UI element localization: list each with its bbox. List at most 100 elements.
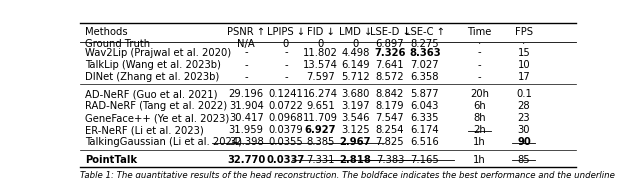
Text: 85: 85: [518, 155, 530, 165]
Text: Wav2Lip (Prajwal et al. 2020): Wav2Lip (Prajwal et al. 2020): [85, 48, 231, 58]
Text: -: -: [477, 60, 481, 70]
Text: 0.0968: 0.0968: [268, 113, 303, 123]
Text: 90: 90: [517, 137, 531, 147]
Text: 32.770: 32.770: [227, 155, 266, 165]
Text: 17: 17: [518, 72, 531, 82]
Text: 0: 0: [352, 39, 358, 49]
Text: 4.498: 4.498: [341, 48, 369, 58]
Text: Table 1: The quantitative results of the head reconstruction. The boldface indic: Table 1: The quantitative results of the…: [80, 171, 615, 178]
Text: PSNR ↑: PSNR ↑: [227, 27, 265, 37]
Text: 8.363: 8.363: [409, 48, 440, 58]
Text: 30.417: 30.417: [228, 113, 264, 123]
Text: FID ↓: FID ↓: [307, 27, 335, 37]
Text: 7.383: 7.383: [376, 155, 404, 165]
Text: 0.0379: 0.0379: [268, 125, 303, 135]
Text: 30: 30: [518, 125, 530, 135]
Text: 8.385: 8.385: [307, 137, 335, 147]
Text: 8.254: 8.254: [376, 125, 404, 135]
Text: ·: ·: [477, 39, 481, 49]
Text: 7.165: 7.165: [410, 155, 439, 165]
Text: 6.927: 6.927: [305, 125, 336, 135]
Text: 3.197: 3.197: [341, 101, 369, 111]
Text: 8.275: 8.275: [410, 39, 439, 49]
Text: 1h: 1h: [473, 155, 486, 165]
Text: GeneFace++ (Ye et al. 2023): GeneFace++ (Ye et al. 2023): [85, 113, 229, 123]
Text: 29.196: 29.196: [228, 89, 264, 99]
Text: TalkingGaussian (Li et al. 2024): TalkingGaussian (Li et al. 2024): [85, 137, 242, 147]
Text: RAD-NeRF (Tang et al. 2022): RAD-NeRF (Tang et al. 2022): [85, 101, 227, 111]
Text: 7.597: 7.597: [306, 72, 335, 82]
Text: 11.709: 11.709: [303, 113, 338, 123]
Text: 6.149: 6.149: [341, 60, 369, 70]
Text: 8h: 8h: [473, 113, 486, 123]
Text: LSE-D ↓: LSE-D ↓: [369, 27, 410, 37]
Text: 7.027: 7.027: [410, 60, 439, 70]
Text: 5.877: 5.877: [410, 89, 439, 99]
Text: 6.358: 6.358: [410, 72, 439, 82]
Text: 7.825: 7.825: [376, 137, 404, 147]
Text: -: -: [244, 48, 248, 58]
Text: 6.174: 6.174: [410, 125, 439, 135]
Text: 5.712: 5.712: [341, 72, 370, 82]
Text: -: -: [477, 72, 481, 82]
Text: 6.516: 6.516: [410, 137, 439, 147]
Text: 0: 0: [317, 39, 324, 49]
Text: 32.398: 32.398: [228, 137, 264, 147]
Text: Time: Time: [467, 27, 492, 37]
Text: 6.897: 6.897: [376, 39, 404, 49]
Text: 2h: 2h: [473, 125, 486, 135]
Text: 7.547: 7.547: [376, 113, 404, 123]
Text: AD-NeRF (Guo et al. 2021): AD-NeRF (Guo et al. 2021): [85, 89, 218, 99]
Text: 31.904: 31.904: [228, 101, 264, 111]
Text: 0.0355: 0.0355: [268, 137, 303, 147]
Text: PointTalk: PointTalk: [85, 155, 137, 165]
Text: 8.572: 8.572: [376, 72, 404, 82]
Text: 0.1: 0.1: [516, 89, 532, 99]
Text: 2.967: 2.967: [340, 137, 371, 147]
Text: -: -: [477, 48, 481, 58]
Text: Ground Truth: Ground Truth: [85, 39, 150, 49]
Text: 6h: 6h: [473, 101, 486, 111]
Text: 0.1241: 0.1241: [268, 89, 303, 99]
Text: 3.680: 3.680: [341, 89, 369, 99]
Text: 6.335: 6.335: [410, 113, 439, 123]
Text: 16.274: 16.274: [303, 89, 338, 99]
Text: 7.331: 7.331: [307, 155, 335, 165]
Text: 2.818: 2.818: [339, 155, 371, 165]
Text: LPIPS ↓: LPIPS ↓: [267, 27, 305, 37]
Text: 7.641: 7.641: [376, 60, 404, 70]
Text: DINet (Zhang et al. 2023b): DINet (Zhang et al. 2023b): [85, 72, 220, 82]
Text: 3.125: 3.125: [341, 125, 369, 135]
Text: 9.651: 9.651: [306, 101, 335, 111]
Text: 10: 10: [518, 60, 530, 70]
Text: 0: 0: [283, 39, 289, 49]
Text: -: -: [244, 60, 248, 70]
Text: 1h: 1h: [473, 137, 486, 147]
Text: -: -: [284, 60, 287, 70]
Text: 3.546: 3.546: [341, 113, 369, 123]
Text: ER-NeRF (Li et al. 2023): ER-NeRF (Li et al. 2023): [85, 125, 204, 135]
Text: 28: 28: [518, 101, 530, 111]
Text: 15: 15: [518, 48, 531, 58]
Text: 6.043: 6.043: [410, 101, 439, 111]
Text: LSE-C ↑: LSE-C ↑: [404, 27, 445, 37]
Text: 8.842: 8.842: [376, 89, 404, 99]
Text: -: -: [284, 48, 287, 58]
Text: 20h: 20h: [470, 89, 489, 99]
Text: 8.179: 8.179: [376, 101, 404, 111]
Text: Methods: Methods: [85, 27, 127, 37]
Text: LMD ↓: LMD ↓: [339, 27, 372, 37]
Text: 7.326: 7.326: [374, 48, 406, 58]
Text: N/A: N/A: [237, 39, 255, 49]
Text: -: -: [284, 72, 287, 82]
Text: TalkLip (Wang et al. 2023b): TalkLip (Wang et al. 2023b): [85, 60, 221, 70]
Text: 13.574: 13.574: [303, 60, 338, 70]
Text: 0.0337: 0.0337: [267, 155, 305, 165]
Text: FPS: FPS: [515, 27, 533, 37]
Text: -: -: [244, 72, 248, 82]
Text: 11.802: 11.802: [303, 48, 338, 58]
Text: ·: ·: [522, 39, 525, 49]
Text: 0.0722: 0.0722: [268, 101, 303, 111]
Text: 23: 23: [518, 113, 530, 123]
Text: 31.959: 31.959: [228, 125, 264, 135]
